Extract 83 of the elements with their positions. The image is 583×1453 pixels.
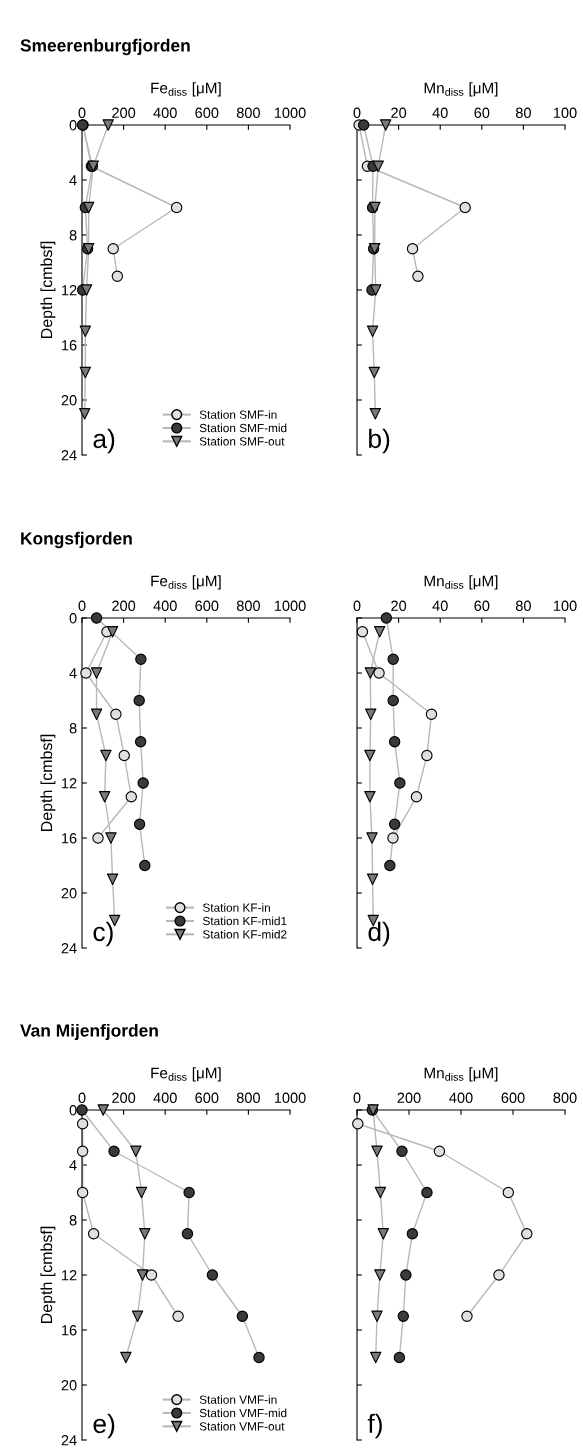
y-tick-label: 8 [69, 723, 77, 734]
x-tick-label: 60 [474, 600, 490, 611]
x-tick-label: 0 [78, 600, 86, 611]
x-tick-label: 0 [353, 1092, 361, 1103]
legend-label: Station VMF-in [199, 1395, 277, 1404]
x-tick-label: 400 [449, 1092, 473, 1103]
y-tick-label: 12 [62, 1270, 77, 1281]
annotation: a) [93, 428, 115, 454]
y-axis-title: Depth [cmbsf] [40, 241, 56, 338]
y-tick-label: 4 [69, 175, 77, 186]
y-tick-label: 0 [69, 1105, 77, 1116]
x-tick-label: 0 [353, 600, 361, 611]
x-tick-label: 60 [474, 107, 490, 118]
x-tick-label: 400 [153, 107, 177, 118]
x-tick-label: 800 [236, 107, 260, 118]
x-tick-label: 1000 [274, 1092, 306, 1103]
y-tick-label: 24 [61, 450, 77, 461]
y-tick-label: 16 [62, 1325, 77, 1336]
x-tick-label: 80 [515, 600, 531, 611]
annotation: e) [93, 1413, 115, 1439]
x-axis-title: Mn$_{diss}$ [μM] [424, 82, 498, 97]
x-tick-label: 200 [112, 1092, 136, 1103]
x-tick-label: 600 [195, 107, 219, 118]
x-tick-label: 600 [195, 1092, 219, 1103]
x-tick-label: 0 [353, 107, 361, 118]
x-tick-label: 600 [501, 1092, 525, 1103]
legend-label: Station SMF-in [199, 410, 277, 419]
y-tick-label: 4 [69, 1160, 77, 1171]
y-tick-label: 12 [62, 778, 77, 789]
x-axis-title: Mn$_{diss}$ [μM] [424, 575, 498, 590]
x-tick-label: 100 [553, 107, 577, 118]
x-tick-label: 100 [553, 600, 577, 611]
chart-title: Smeerenburgfjorden [20, 38, 190, 56]
x-axis-title: Mn$_{diss}$ [μM] [424, 1067, 498, 1082]
x-tick-label: 200 [112, 600, 136, 611]
x-tick-label: 400 [153, 1092, 177, 1103]
x-tick-label: 20 [391, 600, 407, 611]
x-tick-label: 0 [78, 107, 86, 118]
x-tick-label: 40 [432, 107, 448, 118]
y-tick-label: 0 [69, 613, 77, 624]
y-axis-title: Depth [cmbsf] [40, 734, 56, 831]
x-axis-title: Fe$_{diss}$ [μM] [151, 82, 221, 97]
x-tick-label: 200 [397, 1092, 421, 1103]
legend-label: Station VMF-mid [199, 1408, 287, 1418]
x-tick-label: 600 [195, 600, 219, 611]
x-axis-title: Fe$_{diss}$ [μM] [151, 575, 221, 590]
x-tick-label: 200 [112, 107, 136, 118]
x-tick-label: 1000 [274, 107, 306, 118]
annotation: b) [369, 428, 390, 454]
x-tick-label: 400 [153, 600, 177, 611]
y-tick-label: 24 [61, 943, 77, 954]
x-tick-label: 800 [553, 1092, 577, 1103]
x-tick-label: 0 [78, 1092, 86, 1103]
y-tick-label: 20 [61, 888, 77, 899]
y-tick-label: 8 [69, 1215, 77, 1226]
annotation: c) [93, 921, 113, 947]
y-axis-title: Depth [cmbsf] [40, 1226, 56, 1323]
legend-label: Station SMF-out [199, 436, 285, 446]
y-tick-label: 0 [69, 120, 77, 131]
chart-title: Kongsfjorden [21, 531, 132, 549]
legend-label: Station SMF-mid [199, 423, 287, 433]
y-tick-label: 4 [69, 668, 77, 679]
y-tick-label: 16 [62, 833, 77, 844]
x-tick-label: 1000 [274, 600, 306, 611]
legend-label: Station VMF-out [199, 1421, 285, 1431]
legend-label: Station KF-mid1 [202, 916, 287, 926]
x-axis-title: Fe$_{diss}$ [μM] [151, 1067, 221, 1082]
x-tick-label: 80 [515, 107, 531, 118]
x-tick-label: 800 [236, 600, 260, 611]
y-tick-label: 8 [69, 230, 77, 241]
x-tick-label: 800 [236, 1092, 260, 1103]
legend-label: Station KF-in [202, 903, 270, 912]
chart-title: Van Mijenfjorden [20, 1023, 158, 1041]
annotation: f) [367, 1413, 382, 1439]
y-tick-label: 20 [61, 395, 77, 406]
y-tick-label: 20 [61, 1380, 77, 1391]
y-tick-label: 12 [62, 285, 77, 296]
annotation: d) [368, 921, 390, 947]
y-tick-label: 24 [61, 1435, 77, 1446]
x-tick-label: 40 [432, 600, 448, 611]
legend-label: Station KF-mid2 [202, 929, 287, 939]
y-tick-label: 16 [62, 340, 77, 351]
x-tick-label: 20 [391, 107, 407, 118]
